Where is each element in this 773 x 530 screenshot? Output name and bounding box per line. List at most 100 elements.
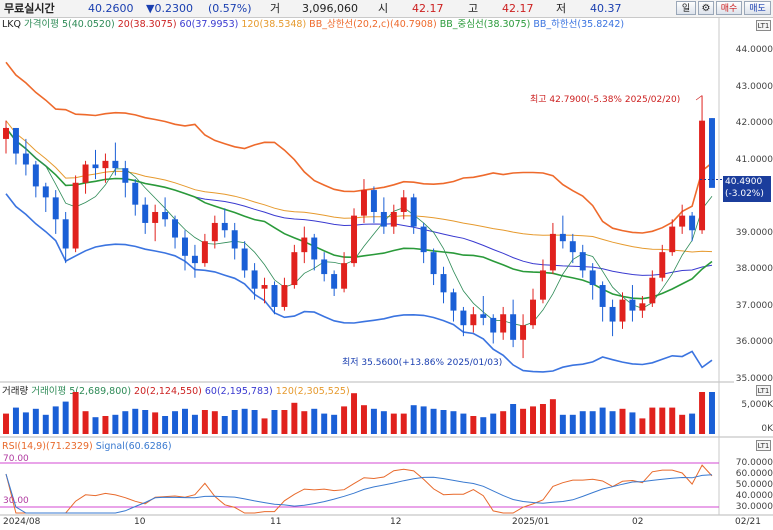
volume-bar <box>231 410 238 434</box>
volume-axis-label-0k: 0K <box>759 424 773 434</box>
volume-bar <box>62 401 69 434</box>
candle-body <box>559 233 566 242</box>
candle-body <box>271 285 278 307</box>
price-axis-label: 37.0000 <box>733 300 773 311</box>
ma120-line <box>5 120 713 253</box>
volume-bar <box>579 411 586 434</box>
volume-bar <box>3 413 9 434</box>
candle-body <box>669 226 676 253</box>
price-axis-label: 35.0000 <box>733 374 773 384</box>
volume-label: 거 <box>270 2 281 15</box>
candle-body <box>331 274 338 289</box>
volume-bar <box>709 392 715 434</box>
candle-body <box>142 204 149 223</box>
volume-bar <box>480 417 487 434</box>
high-annotation: 최고 42.7900(-5.38% 2025/02/20) <box>530 95 681 105</box>
low-label: 저 <box>556 2 567 15</box>
candle-body <box>241 248 248 271</box>
candle-body <box>311 237 318 260</box>
buy-button[interactable]: 매수 <box>716 1 742 15</box>
volume-panel-side-button[interactable]: LT1 <box>756 385 771 396</box>
candle-body <box>490 317 497 333</box>
candle-body <box>221 222 228 231</box>
volume-bar <box>221 416 228 434</box>
rsi-level-30-label: 30.00 <box>3 496 29 506</box>
candle-body <box>649 277 656 304</box>
volume-bar <box>281 410 288 434</box>
rsi-legend: RSI(14,9)(71.2329) Signal(60.6286) <box>2 440 175 454</box>
candle-body <box>211 222 218 242</box>
volume-bar <box>440 410 447 434</box>
volume-bar <box>659 407 666 434</box>
ma5-line <box>5 127 713 327</box>
candle-body <box>301 237 308 253</box>
volume-bar <box>311 408 318 434</box>
current-price-tag-value: 40.4900 <box>725 177 763 187</box>
candle-body <box>42 186 49 198</box>
volume-bar <box>191 414 198 434</box>
price-panel-side-button[interactable]: LT1 <box>756 20 771 31</box>
candle-body <box>420 226 427 253</box>
rsi-panel-side-button[interactable]: LT1 <box>756 440 771 451</box>
current-price-tag-pct: (-3.02%) <box>725 189 764 199</box>
volume-bar <box>52 406 59 434</box>
price-legend-item: 가격이평 5(40.0520) <box>24 19 115 30</box>
candle-body <box>162 211 169 220</box>
bollinger-mid-line <box>5 127 713 300</box>
volume-bar <box>410 405 417 434</box>
volume-bar <box>380 411 387 434</box>
candle-body <box>191 255 198 264</box>
price-legend-item: BB_중심선(38.3075) <box>439 19 531 30</box>
candle-body <box>539 270 546 300</box>
price-legend-item: 20(38.3075) <box>117 19 177 30</box>
candle-body <box>72 182 79 249</box>
volume-bar <box>539 404 546 434</box>
candle-body <box>281 285 288 307</box>
volume-bar <box>689 413 696 434</box>
volume-bar <box>152 412 159 434</box>
volume-bar <box>460 413 467 434</box>
candle-body <box>380 211 387 227</box>
volume-bar <box>599 407 606 434</box>
volume-bar <box>132 408 139 434</box>
sell-button[interactable]: 매도 <box>744 1 771 15</box>
volume-bar <box>619 408 626 434</box>
volume-bar <box>341 406 348 434</box>
volume-bar <box>629 412 636 434</box>
candle-body <box>470 314 477 326</box>
volume-legend-item: 20(2,124,550) <box>134 386 202 397</box>
candle-body <box>510 314 517 340</box>
candle-body <box>629 299 636 311</box>
price-legend-item: 120(38.5348) <box>241 19 307 30</box>
price-axis-label: 43.0000 <box>733 81 773 92</box>
candle-body <box>62 219 69 249</box>
price-axis-label: 42.0000 <box>733 118 773 129</box>
price-axis-label: 44.0000 <box>733 45 773 56</box>
candle-body <box>530 299 536 326</box>
rsi-axis-label-60: 60.0000 <box>733 469 773 479</box>
volume-bar <box>470 416 477 434</box>
candle-body <box>549 233 556 271</box>
volume-bar <box>370 408 377 434</box>
period-daily-button[interactable]: 일 <box>676 1 696 15</box>
volume-bar <box>122 411 129 434</box>
rsi-legend-item: RSI(14,9)(71.2329) <box>2 441 93 452</box>
volume-bar <box>699 392 706 434</box>
volume-bar <box>430 408 437 434</box>
candle-body <box>450 292 457 311</box>
candle-body <box>569 241 576 253</box>
candle-body <box>3 127 9 139</box>
price-legend-item: LKQ <box>2 19 21 30</box>
gear-icon[interactable]: ⚙ <box>698 1 714 15</box>
rsi-level-70-label: 70.00 <box>3 454 29 464</box>
date-label-11: 11 <box>270 517 282 527</box>
volume-bar <box>679 414 686 434</box>
price-legend: LKQ 가격이평 5(40.0520) 20(38.3075) 60(37.9953)… <box>2 18 627 32</box>
price-axis-label: 39.0000 <box>733 227 773 238</box>
candle-body <box>82 164 89 183</box>
candle-body <box>460 310 467 326</box>
candle-body <box>172 219 179 238</box>
volume-bar <box>82 411 89 434</box>
candle-body <box>689 215 696 231</box>
